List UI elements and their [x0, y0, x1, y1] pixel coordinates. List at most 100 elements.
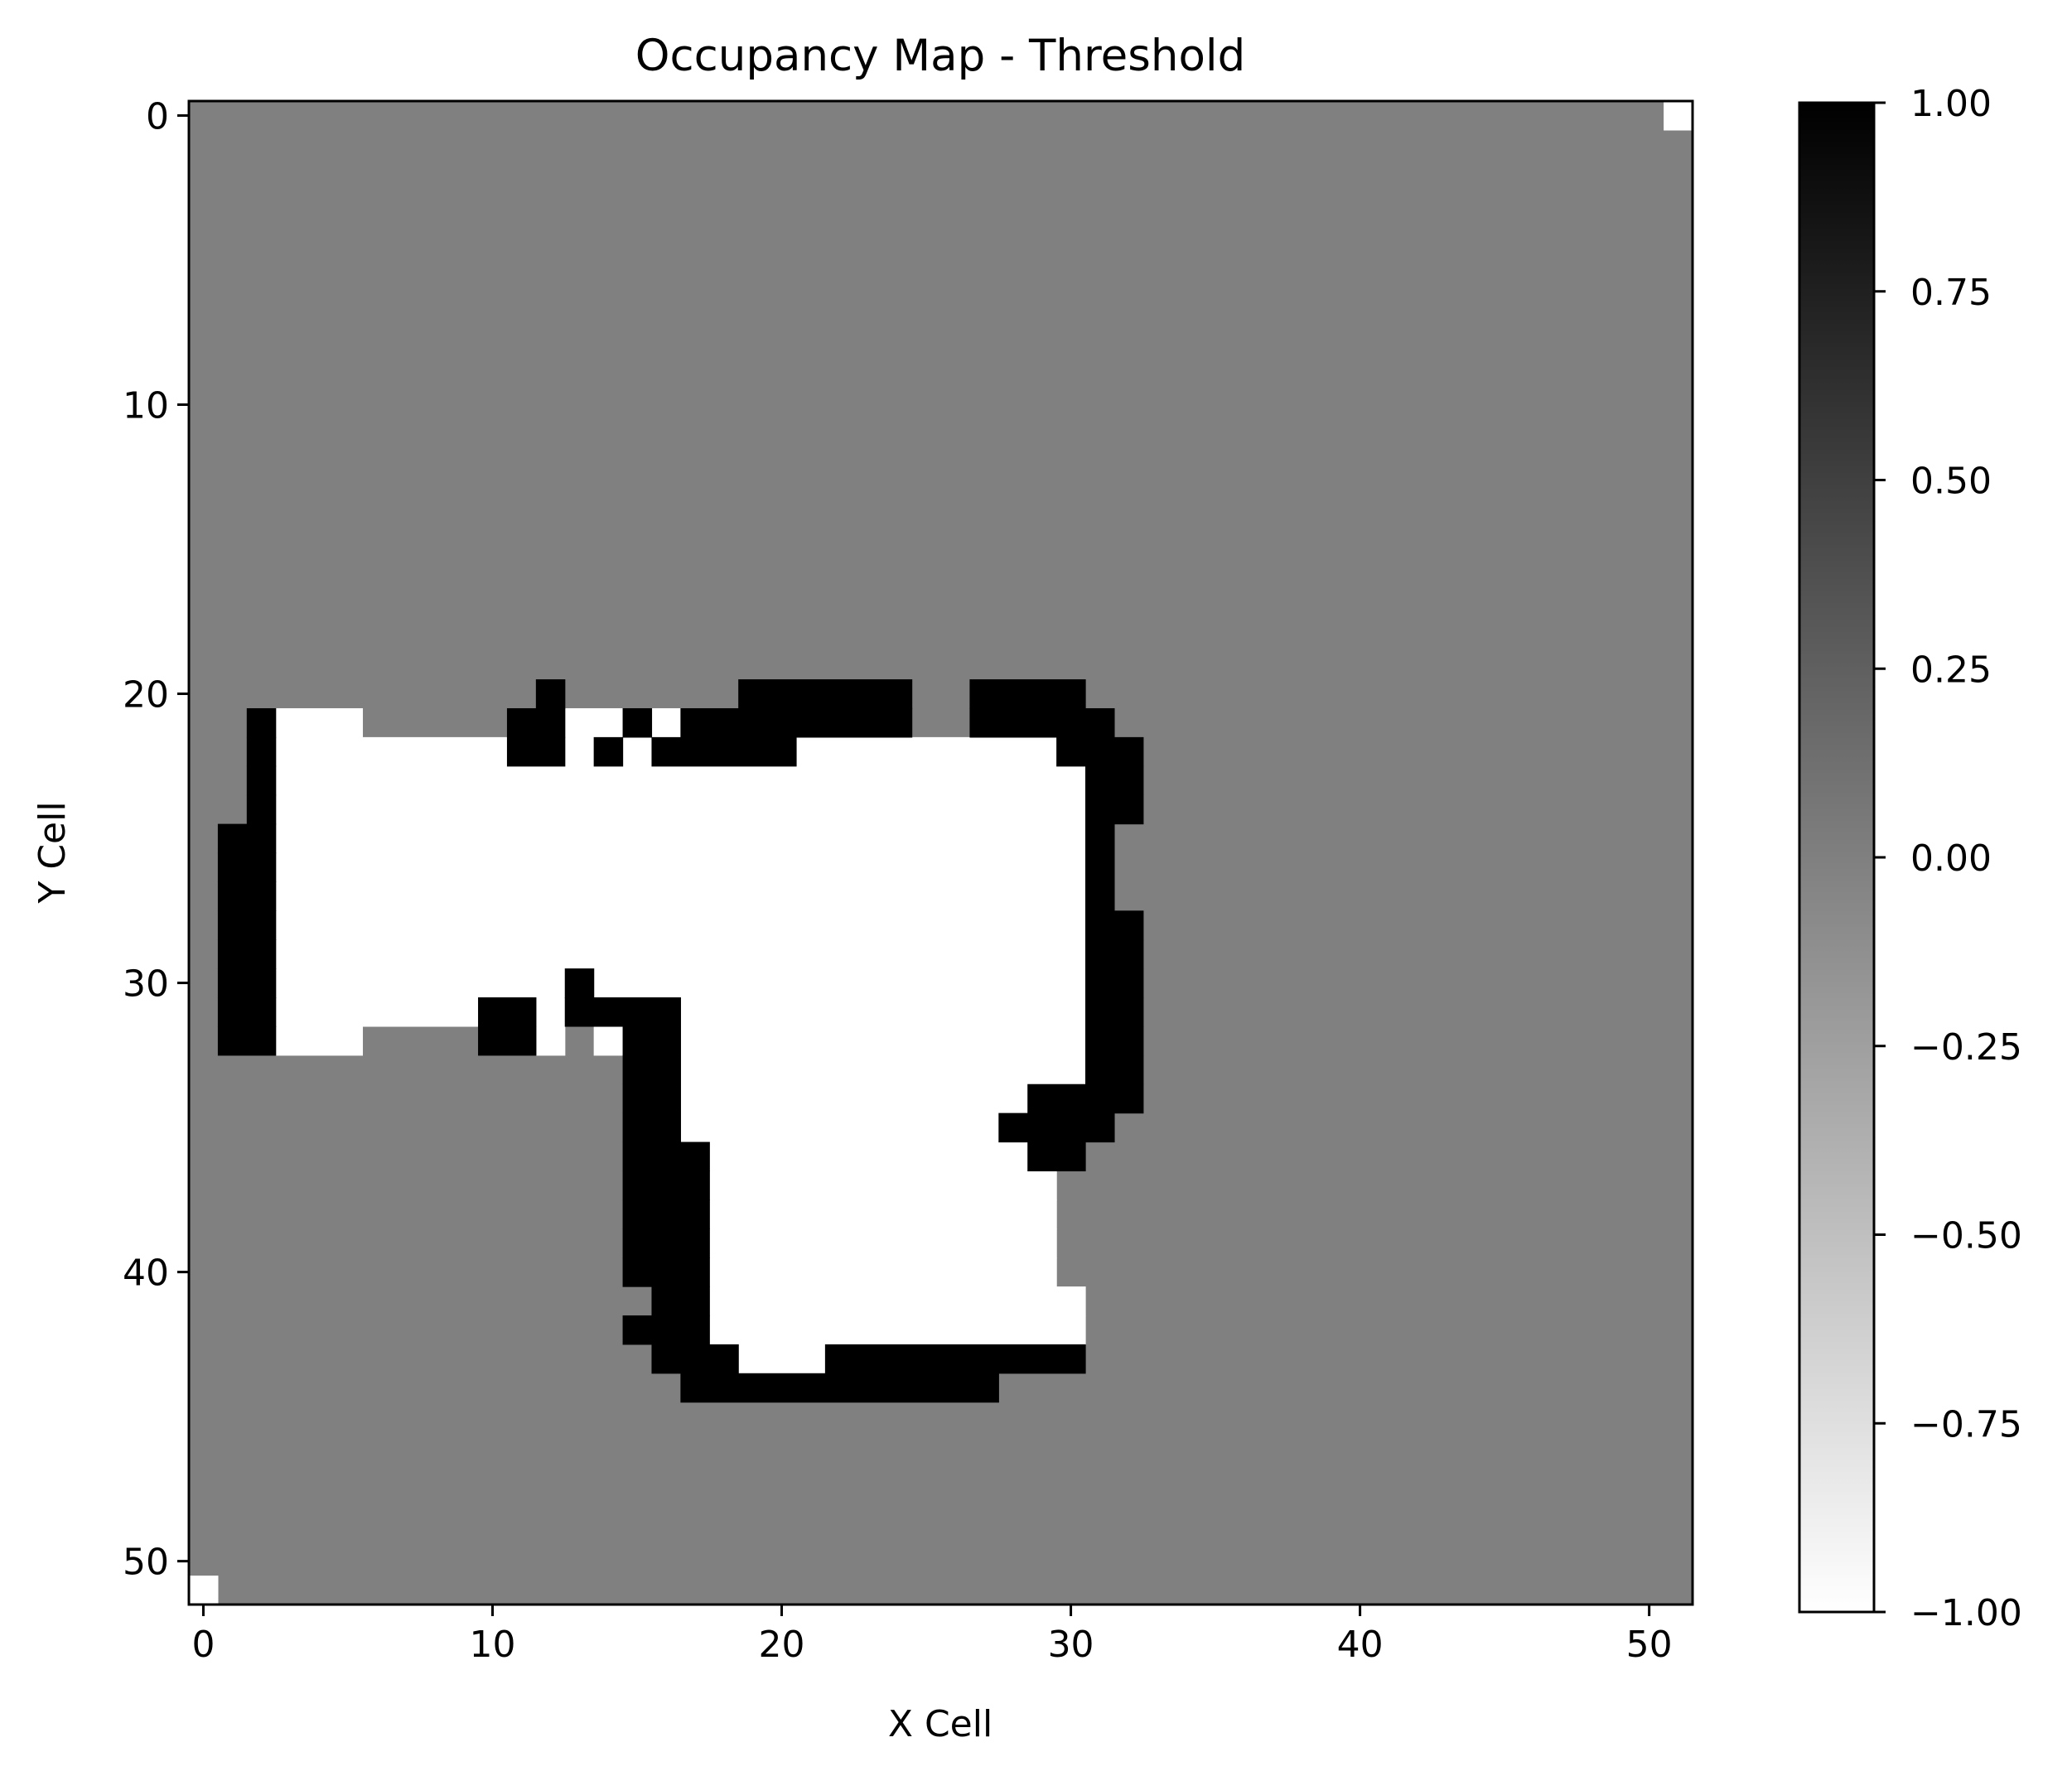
occupied-cell-run	[622, 707, 653, 738]
free-cell-run	[275, 765, 1086, 796]
colorbar-tick-label: 1.00	[1910, 83, 1992, 125]
colorbar-tick-label: 0.50	[1910, 461, 1992, 503]
occupied-cell-run	[680, 707, 913, 738]
occupied-cell-run	[1027, 1141, 1086, 1172]
occupied-cell-run	[1056, 736, 1144, 767]
occupied-cell-run	[564, 997, 681, 1027]
free-cell-run	[680, 1083, 1028, 1114]
occupied-cell-run	[622, 1257, 710, 1287]
occupied-cell-run	[824, 1344, 1086, 1374]
free-cell-run	[709, 1141, 1028, 1172]
free-cell-run	[1664, 101, 1693, 131]
occupied-cell-run	[1085, 852, 1115, 882]
occupied-cell-run	[651, 1344, 739, 1374]
occupied-cell-run	[622, 1054, 681, 1085]
occupied-cell-run	[506, 736, 566, 767]
occupied-cell-run	[217, 939, 277, 969]
free-cell-run	[680, 1112, 999, 1143]
occupied-cell-run	[246, 707, 277, 738]
free-cell-run	[275, 794, 1086, 825]
free-cell-run	[622, 736, 653, 767]
x-tick-label: 30	[1048, 1624, 1094, 1666]
occupied-cell-run	[1027, 1083, 1144, 1114]
free-cell-run	[680, 1026, 1086, 1056]
occupied-cell-run	[535, 679, 566, 709]
y-tick-label: 10	[123, 384, 169, 427]
colorbar-tick-label: −1.00	[1910, 1592, 2022, 1634]
x-tick-label: 50	[1626, 1624, 1673, 1666]
colorbar-tick-label: −0.75	[1910, 1403, 2022, 1445]
colorbar	[1798, 101, 1876, 1614]
free-cell-run	[651, 707, 681, 738]
occupied-cell-run	[217, 910, 277, 940]
occupied-cell-run	[622, 1141, 710, 1172]
free-cell-run	[709, 1286, 1086, 1316]
free-cell-run	[275, 1026, 364, 1056]
colorbar-tick-label: 0.75	[1910, 272, 1992, 314]
y-tick-label: 20	[123, 674, 169, 717]
occupied-cell-run	[1085, 997, 1144, 1027]
occupied-cell-run	[593, 736, 624, 767]
occupied-cell-run	[478, 1026, 537, 1056]
free-cell-run	[275, 823, 1086, 854]
plot-frame	[187, 99, 1694, 1606]
occupied-cell-run	[217, 997, 277, 1027]
occupied-cell-run	[246, 794, 277, 825]
occupied-cell-run	[1085, 881, 1115, 911]
occupied-cell-run	[217, 881, 277, 911]
free-cell-run	[564, 736, 595, 767]
free-cell-run	[535, 1026, 566, 1056]
free-cell-run	[680, 997, 1086, 1027]
occupied-cell-run	[217, 968, 277, 998]
occupied-cell-run	[1085, 794, 1144, 825]
x-axis-label: X Cell	[888, 1703, 993, 1745]
free-cell-run	[275, 707, 364, 738]
y-axis-label: Y Cell	[31, 801, 74, 904]
free-cell-run	[275, 910, 1086, 940]
free-cell-run	[709, 1199, 1057, 1229]
occupied-cell-run	[1085, 765, 1144, 796]
free-cell-run	[709, 1315, 1086, 1345]
x-tick-label: 20	[759, 1624, 805, 1666]
occupied-cell-run	[246, 736, 277, 767]
occupied-cell-run	[680, 1373, 999, 1403]
colorbar-ticks: 1.00 0.75 0.50 0.25 0.00 −0.25 −0.50 −0.75 −1.00	[1874, 83, 2022, 1634]
occupied-cell-run	[1085, 1054, 1144, 1085]
occupied-cell-run	[622, 1228, 710, 1258]
occupied-cell-run	[622, 1199, 710, 1229]
occupied-cell-run	[1085, 968, 1144, 998]
occupied-cell-run	[622, 1315, 710, 1345]
occupied-cell-run	[622, 1112, 681, 1143]
y-axis-ticks: 0 10 20 30 40 50	[123, 95, 189, 1584]
occupied-cell-run	[1085, 939, 1144, 969]
free-cell-run	[738, 1344, 826, 1374]
free-cell-run	[275, 997, 479, 1027]
occupied-cell-run	[1085, 823, 1115, 854]
free-cell-run	[189, 1576, 219, 1605]
x-tick-label: 10	[469, 1624, 515, 1666]
free-cell-run	[709, 1228, 1057, 1258]
x-tick-label: 0	[191, 1624, 215, 1666]
occupied-cell-run	[622, 1026, 681, 1056]
occupied-cell-run	[1085, 1026, 1144, 1056]
chart-title: Occupancy Map - Threshold	[635, 31, 1246, 81]
occupied-cell-run	[217, 823, 277, 854]
y-tick-label: 50	[123, 1542, 169, 1584]
free-cell-run	[795, 736, 1057, 767]
colorbar-tick-label: −0.50	[1910, 1215, 2022, 1257]
free-cell-run	[593, 968, 1086, 998]
occupied-cell-run	[622, 1170, 710, 1200]
free-cell-run	[535, 997, 566, 1027]
occupied-cell-run	[217, 852, 277, 882]
free-cell-run	[680, 1054, 1086, 1085]
occupied-cell-run	[998, 1112, 1115, 1143]
x-axis-ticks: 0 10 20 30 40 50	[191, 1605, 1673, 1666]
occupied-cell-run	[478, 997, 537, 1027]
free-cell-run	[275, 881, 1086, 911]
occupied-cell-run	[506, 707, 566, 738]
colorbar-tick-label: 0.00	[1910, 837, 1992, 880]
occupied-cell-run	[651, 1286, 710, 1316]
y-tick-label: 40	[123, 1252, 169, 1295]
y-tick-label: 0	[146, 95, 169, 138]
